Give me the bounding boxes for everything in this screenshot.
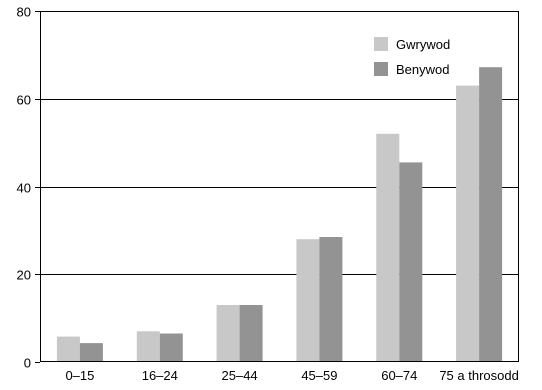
- y-tick-label-80: 80: [17, 5, 31, 20]
- bar-gwrywod-3: [296, 239, 320, 362]
- bar-gwrywod-1: [136, 331, 160, 362]
- axes: [40, 11, 519, 362]
- plot-frame: [40, 11, 519, 362]
- bar-gwrywod-0: [56, 336, 80, 362]
- y-tick-label-20: 20: [17, 268, 31, 283]
- legend: Gwrywod Benywod: [374, 37, 450, 77]
- x-tick-label-0: 0–15: [65, 368, 94, 383]
- bar-gwrywod-5: [456, 85, 480, 362]
- x-tick-labels: 0–15 16–24 25–44 45–59 60–74 75 a throsodd: [65, 368, 518, 383]
- x-tick-label-1: 16–24: [142, 368, 178, 383]
- x-tick-label-5: 75 a throsodd: [439, 368, 519, 383]
- bar-benywod-0: [79, 343, 103, 362]
- grid-lines: [40, 99, 519, 275]
- legend-swatch-benywod: [374, 62, 388, 76]
- bar-benywod-4: [399, 162, 423, 362]
- x-tick-label-3: 45–59: [301, 368, 337, 383]
- bar-benywod-5: [479, 67, 503, 362]
- bar-benywod-1: [159, 333, 183, 362]
- y-tick-label-60: 60: [17, 93, 31, 108]
- bars: [56, 67, 503, 362]
- bar-gwrywod-2: [216, 305, 240, 362]
- y-tick-label-0: 0: [24, 356, 31, 371]
- legend-swatch-gwrywod: [374, 37, 388, 51]
- y-tick-label-40: 40: [17, 181, 31, 196]
- legend-label-gwrywod: Gwrywod: [396, 37, 450, 52]
- bar-benywod-2: [239, 305, 263, 362]
- y-tick-labels: 0 20 40 60 80: [17, 5, 40, 371]
- bar-benywod-3: [319, 237, 343, 362]
- x-tick-label-4: 60–74: [381, 368, 417, 383]
- bar-gwrywod-4: [376, 133, 400, 362]
- x-tick-label-2: 25–44: [222, 368, 258, 383]
- legend-label-benywod: Benywod: [396, 62, 449, 77]
